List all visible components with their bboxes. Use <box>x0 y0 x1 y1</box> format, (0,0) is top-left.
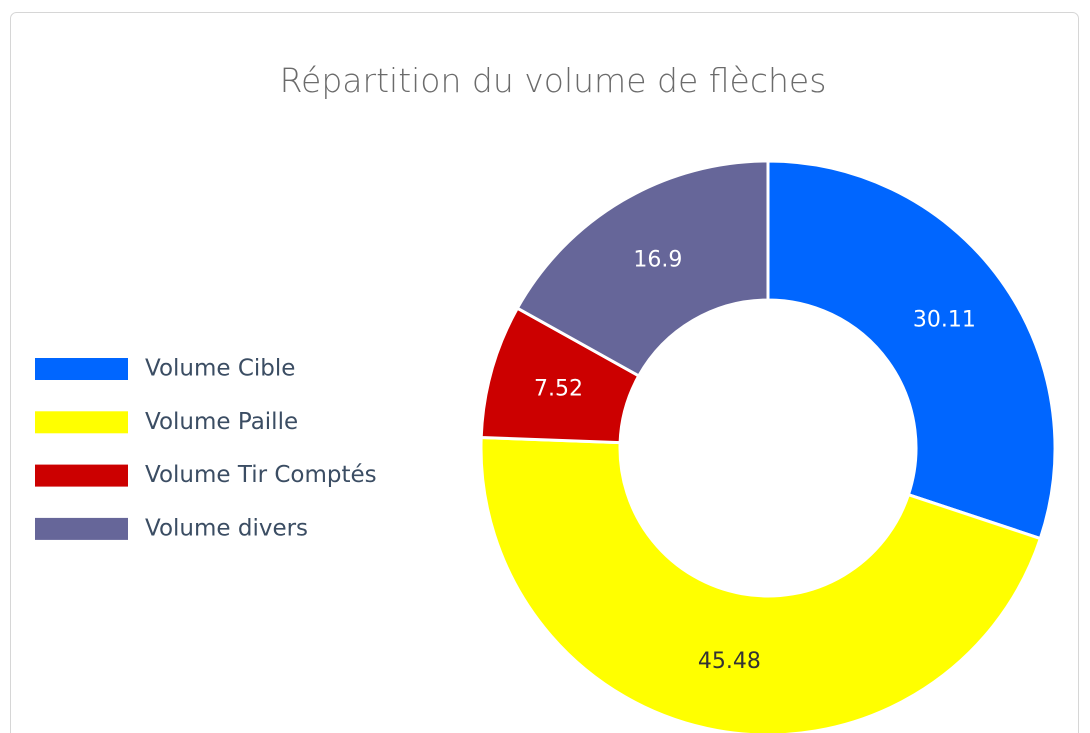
value-label: 30.11 <box>913 308 976 333</box>
donut-slice <box>766 159 1057 541</box>
donut-slice <box>515 159 770 378</box>
legend-swatch <box>35 411 128 434</box>
value-label: 45.48 <box>698 649 761 674</box>
legend-label: Volume Tir Comptés <box>145 462 377 488</box>
chart-title: Répartition du volume de flèches <box>280 61 827 100</box>
legend-label: Volume Cible <box>145 356 295 382</box>
legend-swatch <box>35 358 128 380</box>
value-label: 16.9 <box>633 247 682 272</box>
legend-swatch <box>35 517 128 540</box>
donut-slice <box>479 435 1042 733</box>
value-label: 7.52 <box>534 376 583 401</box>
legend-swatch <box>35 464 128 487</box>
legend-label: Volume Paille <box>145 409 298 435</box>
legend-label: Volume divers <box>145 515 308 541</box>
